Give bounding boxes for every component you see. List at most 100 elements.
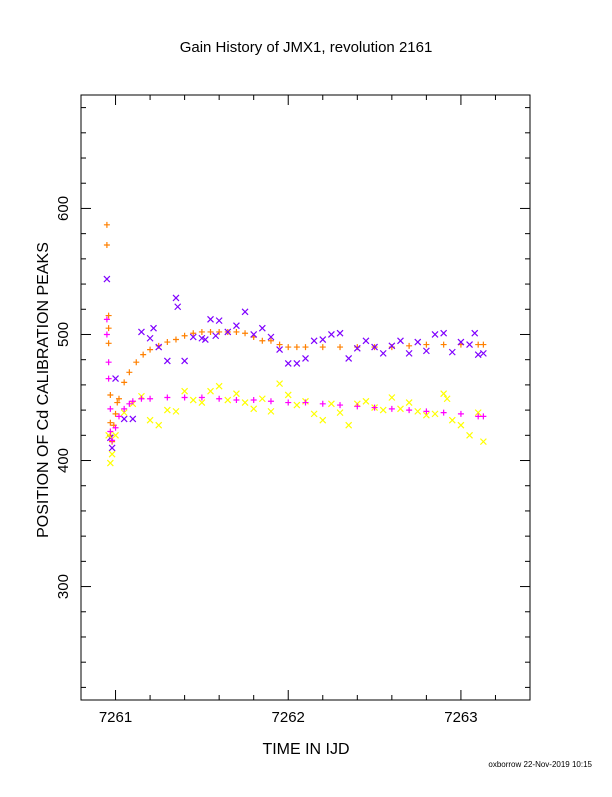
data-point <box>448 416 456 424</box>
data-point <box>479 349 487 357</box>
data-point <box>319 336 327 343</box>
plot-frame <box>80 94 531 701</box>
data-point <box>107 391 114 398</box>
data-point <box>105 312 112 319</box>
data-point <box>250 405 258 413</box>
data-point <box>443 395 451 403</box>
data-point <box>475 341 482 348</box>
data-point <box>224 396 232 404</box>
data-point <box>121 405 128 412</box>
data-point <box>115 395 122 402</box>
data-point <box>126 400 133 407</box>
data-point <box>146 334 154 342</box>
data-point <box>207 387 214 395</box>
data-point <box>224 328 232 336</box>
data-point <box>105 375 112 382</box>
data-point <box>232 322 240 330</box>
data-point <box>150 324 157 332</box>
data-point <box>302 344 309 351</box>
data-point <box>440 329 448 337</box>
data-point <box>293 401 301 409</box>
data-point <box>189 396 197 404</box>
data-point <box>207 315 214 323</box>
data-point <box>198 394 205 401</box>
data-point <box>250 331 258 338</box>
data-point <box>181 357 189 365</box>
data-point <box>336 329 344 337</box>
data-point <box>112 375 119 383</box>
data-point <box>480 413 487 420</box>
data-point <box>232 390 240 398</box>
data-point <box>242 330 249 337</box>
data-point <box>121 379 128 386</box>
data-point <box>103 241 110 248</box>
data-point <box>379 406 387 414</box>
data-point <box>140 351 147 358</box>
data-point <box>107 419 114 426</box>
data-point <box>480 341 487 348</box>
data-point <box>345 421 353 429</box>
data-point <box>241 399 249 406</box>
data-point <box>106 459 114 467</box>
data-point <box>422 411 430 419</box>
data-point <box>405 349 413 357</box>
data-point <box>267 337 274 344</box>
data-point <box>362 397 370 405</box>
data-point <box>406 342 413 349</box>
data-point <box>112 410 119 417</box>
data-point <box>129 398 136 405</box>
data-point <box>212 332 220 340</box>
data-point <box>174 303 182 311</box>
data-point <box>267 333 275 341</box>
data-point <box>423 408 430 415</box>
data-point <box>155 343 163 351</box>
data-point <box>120 409 128 417</box>
data-point <box>207 328 214 335</box>
data-point <box>172 407 180 415</box>
data-point <box>466 431 473 439</box>
data-point <box>457 421 465 429</box>
data-point <box>414 407 422 415</box>
data-point <box>353 344 361 352</box>
data-point <box>103 331 110 338</box>
data-point <box>431 331 439 338</box>
data-point <box>108 450 116 458</box>
data-point <box>475 413 482 420</box>
data-point <box>302 399 309 406</box>
data-point <box>414 338 422 346</box>
data-point <box>258 324 266 332</box>
data-point <box>379 349 387 357</box>
data-point <box>327 331 335 338</box>
data-point <box>181 387 189 395</box>
data-point <box>440 390 448 398</box>
data-point <box>440 341 447 348</box>
data-point <box>285 344 292 351</box>
data-point <box>327 400 335 408</box>
data-point <box>198 399 206 406</box>
data-point <box>164 394 171 401</box>
data-point <box>285 399 292 406</box>
data-point <box>105 325 112 332</box>
data-point <box>474 351 482 359</box>
data-point <box>107 405 114 412</box>
data-point <box>388 394 396 401</box>
data-point <box>215 317 223 325</box>
data-point <box>302 355 309 362</box>
data-point <box>276 341 283 348</box>
data-point <box>109 437 116 444</box>
x-tick-label: 7261 <box>99 709 132 726</box>
data-point <box>284 391 292 399</box>
x-tick-label: 7263 <box>444 709 477 726</box>
data-point <box>155 421 163 429</box>
data-point <box>215 382 223 390</box>
data-point <box>267 398 274 405</box>
data-point <box>474 409 482 417</box>
data-point <box>337 402 344 409</box>
data-point <box>354 403 361 410</box>
axis-ticks <box>80 95 531 700</box>
data-point <box>216 328 223 335</box>
data-points <box>103 221 487 467</box>
tick-labels: 7261 7262 7263 300 400 500 600 <box>55 196 478 726</box>
data-point <box>293 360 301 367</box>
data-point <box>258 395 266 403</box>
